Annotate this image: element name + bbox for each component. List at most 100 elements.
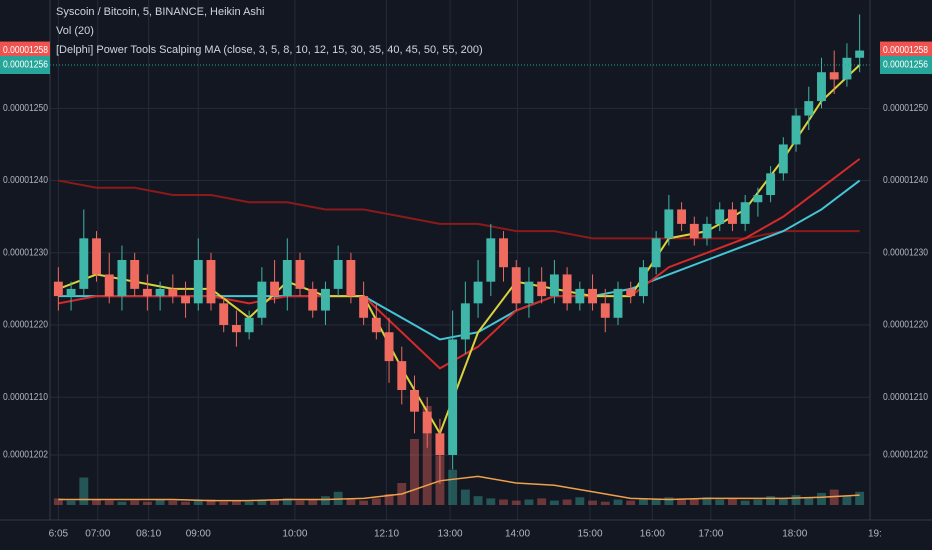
volume-bar [855, 491, 865, 505]
candle-body [778, 144, 788, 174]
candle-body [804, 101, 814, 116]
candle-body [435, 433, 445, 455]
y-tick-label: 0.00001250 [3, 103, 48, 114]
moving-average-line [58, 64, 861, 436]
candle-body [270, 281, 280, 297]
x-tick-label: 12:10 [374, 529, 399, 540]
volume-bar [308, 499, 318, 505]
volume-bar [460, 489, 470, 505]
volume-bar [626, 500, 636, 505]
candle-body [689, 223, 699, 239]
volume-bar [231, 500, 241, 505]
candle-body [295, 260, 305, 289]
volume-bar [791, 495, 801, 505]
candle-body [715, 209, 725, 224]
x-tick-label: 07:00 [85, 529, 110, 540]
moving-average-line [58, 179, 860, 240]
candle-body [766, 173, 776, 195]
candle-body [410, 390, 419, 412]
volume-bar [410, 439, 419, 505]
volume-bar [728, 498, 737, 505]
volume-bar [537, 498, 547, 505]
moving-average-line [58, 158, 861, 370]
x-tick-label: 19: [868, 529, 882, 540]
volume-bar [244, 501, 254, 505]
x-tick-label: 6:05 [49, 529, 69, 540]
candle-body [473, 281, 483, 304]
candle-body [92, 238, 101, 275]
candle-body [206, 260, 216, 304]
volume-bar [321, 496, 330, 505]
volume-bar [371, 498, 381, 505]
price-tag-label: 0.00001258 [883, 45, 928, 56]
volume-bar [753, 499, 763, 505]
y-tick-label: 0.00001202 [3, 450, 48, 461]
price-tag [0, 56, 50, 74]
volume-bar [600, 501, 610, 505]
candle-body [282, 260, 292, 297]
x-tick-label: 18:00 [782, 529, 807, 540]
volume-bar [117, 501, 127, 505]
price-tag-label: 0.00001256 [3, 60, 48, 71]
volume-bar [130, 500, 140, 505]
candle-body [511, 267, 521, 304]
plot-area [50, 0, 870, 520]
candle-body [499, 238, 508, 268]
x-tick-label: 08:10 [136, 529, 161, 540]
volume-bar [168, 500, 178, 505]
volume-bar [257, 500, 267, 505]
volume-bar [66, 500, 76, 505]
volume-bar [715, 499, 725, 505]
volume-bar [766, 496, 776, 505]
candle-body [575, 288, 585, 304]
y-tick-label: 0.00001230 [883, 247, 928, 258]
volume-bar [804, 497, 814, 505]
volume-bar [664, 497, 674, 505]
candle-body [486, 238, 496, 282]
candle-body [791, 115, 801, 145]
y-tick-label: 0.00001230 [3, 247, 48, 258]
volume-bar [486, 498, 496, 505]
candle-body [549, 274, 559, 297]
y-tick-label: 0.00001240 [3, 175, 48, 186]
candle-body [613, 288, 623, 318]
volume-bar [499, 499, 508, 505]
candle-body [422, 411, 432, 434]
volume-bar [79, 477, 89, 505]
volume-bar [702, 497, 712, 505]
y-tick-label: 0.00001210 [3, 392, 48, 403]
volume-bar [104, 500, 114, 505]
candle-body [855, 50, 865, 58]
x-tick-label: 16:00 [640, 529, 665, 540]
right-axis-panel [870, 0, 932, 520]
volume-bar [549, 500, 559, 505]
x-tick-label: 10:00 [282, 529, 307, 540]
price-tag [0, 41, 50, 60]
candle-body [142, 288, 152, 297]
volume-bar [638, 498, 648, 505]
candle-body [829, 72, 839, 80]
volume-bar [575, 497, 585, 505]
volume-bar [295, 500, 305, 505]
volume-bar [384, 494, 394, 505]
candle-body [79, 238, 89, 289]
y-tick-label: 0.00001202 [883, 450, 928, 461]
candle-body [524, 281, 534, 304]
volume-bar [181, 501, 190, 505]
candle-body [346, 260, 356, 297]
left-axis-panel [0, 0, 50, 520]
candle-body [702, 223, 712, 239]
volume-bar [193, 500, 203, 505]
candle-body [53, 281, 63, 297]
volume-bar [562, 499, 572, 505]
volume-bar [511, 500, 521, 505]
y-tick-label: 0.00001240 [883, 175, 928, 186]
y-tick-label: 0.00001210 [883, 392, 928, 403]
candle-body [753, 195, 763, 203]
candle-body [193, 260, 203, 304]
price-tag [880, 41, 932, 60]
volume-bar [817, 492, 826, 505]
candle-body [231, 325, 241, 333]
candle-body [359, 296, 369, 318]
